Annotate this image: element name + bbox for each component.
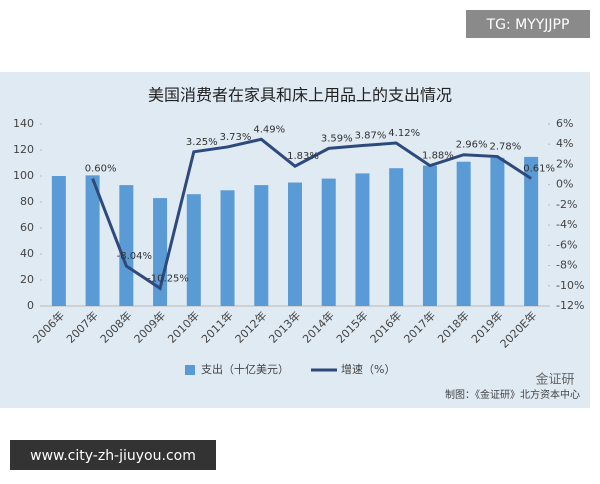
data-label: 3.59% <box>321 133 353 144</box>
watermark-box <box>10 440 216 470</box>
bar <box>85 175 100 306</box>
y2-tick-label: 0% <box>556 178 573 191</box>
bar <box>389 168 404 306</box>
watermark-logo: 金证研 <box>535 372 574 388</box>
bar <box>422 165 437 306</box>
bar <box>288 182 302 306</box>
data-label: 3.73% <box>220 132 252 143</box>
watermark-top: TG: MYYJJPP <box>486 17 570 33</box>
y-tick-label: 0 <box>27 299 34 312</box>
data-label: 4.12% <box>388 128 420 139</box>
y2-tick-label: -4% <box>556 218 577 231</box>
bar <box>355 173 370 306</box>
data-label: 3.25% <box>186 137 218 148</box>
bar <box>119 185 134 306</box>
y-tick-label: 60 <box>20 221 34 234</box>
y-tick-label: 20 <box>20 273 34 286</box>
bar <box>524 156 539 306</box>
source: 制图：《金证研》北方资本中心 <box>445 388 580 401</box>
bar <box>321 178 336 306</box>
y-tick-label: 40 <box>20 247 34 260</box>
legend-swatch <box>185 365 195 375</box>
bar <box>220 190 235 306</box>
data-label: -10.25% <box>147 273 189 284</box>
y2-tick-label: 2% <box>556 157 573 170</box>
data-label: -8.04% <box>117 251 152 262</box>
y2-tick-label: -10% <box>556 279 584 292</box>
y2-tick-label: -2% <box>556 198 577 211</box>
data-label: 2.96% <box>456 140 488 151</box>
y2-tick-label: -6% <box>556 238 577 251</box>
legend-label: 增速（%） <box>341 362 395 376</box>
data-label: 1.88% <box>422 151 454 162</box>
bar <box>51 176 66 306</box>
y-tick-label: 100 <box>13 169 34 182</box>
bar <box>490 157 505 306</box>
y2-tick-label: 4% <box>556 137 573 150</box>
watermark-box <box>466 10 590 38</box>
data-label: 3.87% <box>355 131 387 142</box>
y2-tick-label: 6% <box>556 117 573 130</box>
data-label: 0.60% <box>85 164 117 175</box>
chart-title: 美国消费者在家具和床上用品上的支出情况 <box>148 86 452 105</box>
bar <box>456 161 471 306</box>
data-label: 0.61% <box>523 163 555 174</box>
legend-label: 支出（十亿美元） <box>201 362 289 376</box>
data-label: 1.83% <box>287 151 319 162</box>
y-tick-label: 120 <box>13 143 34 156</box>
y2-tick-label: -8% <box>556 259 577 272</box>
line <box>91 137 532 291</box>
bar <box>186 194 201 306</box>
y-tick-label: 80 <box>20 195 34 208</box>
watermark-bottom: www.city-zh-jiuyou.com <box>30 448 196 464</box>
data-label: 4.49% <box>253 124 285 135</box>
y-tick-label: 140 <box>13 117 34 130</box>
bar <box>254 185 269 306</box>
y2-tick-label: -12% <box>556 299 584 312</box>
data-label: 2.78% <box>490 142 522 153</box>
